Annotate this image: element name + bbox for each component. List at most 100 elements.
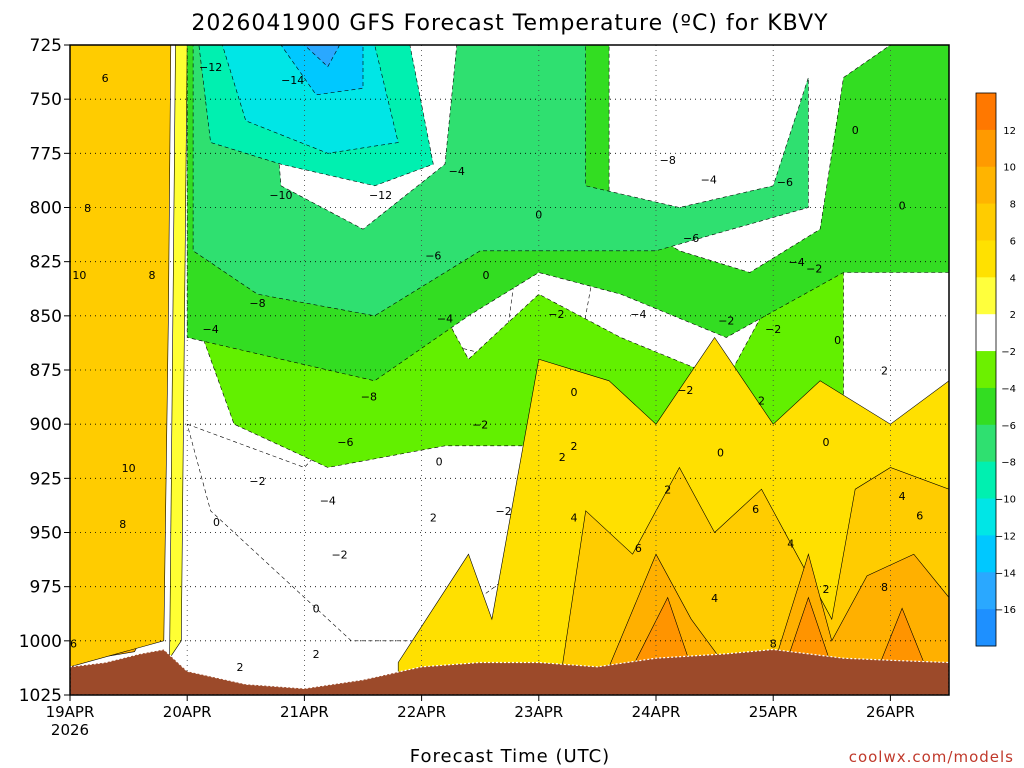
y-tick-label-2: 775 [30,144,62,164]
contour-label-56: 4 [787,538,794,551]
contour-label-47: −4 [789,256,805,269]
contour-label-39: −6 [683,232,699,245]
contour-label-57: 2 [822,583,829,596]
colorbar-swatch-3 [976,203,996,241]
colorbar-label-11: −12 [995,531,1016,542]
colorbar-label-2: 8 [1010,200,1016,211]
contour-label-51: 0 [899,200,906,213]
x-tick-label-5: 24APR [632,703,681,721]
contour-label-27: 0 [436,455,443,468]
y-tick-label-5: 850 [30,307,62,327]
contour-label-15: −4 [320,494,336,507]
contour-label-16: −2 [331,549,347,562]
contour-label-52: 0 [834,334,841,347]
contour-label-18: 0 [213,516,220,529]
contour-label-19: 0 [313,603,320,616]
contour-label-32: 2 [559,451,566,464]
y-tick-label-12: 1025 [19,686,62,706]
contour-label-42: 0 [717,447,724,460]
contour-label-37: −8 [660,154,676,167]
contour-label-2: 10 [72,269,86,282]
fill-region-2 [70,45,172,668]
y-tick-label-11: 1000 [19,632,62,652]
contour-label-12: −4 [203,323,219,336]
y-tick-label-6: 875 [30,361,62,381]
colorbar-label-5: 2 [1010,310,1016,321]
colorbar-swatch-9 [976,424,996,463]
contour-label-14: −6 [337,436,353,449]
contour-label-35: 0 [570,386,577,399]
contour-label-29: 0 [535,208,542,221]
terrain [70,648,949,695]
x-tick-label-3: 22APR [397,703,446,721]
contour-label-43: 2 [664,484,671,497]
colorbar-frame [975,92,997,647]
colorbar-swatch-10 [976,461,996,500]
fill-region-10 [280,45,364,96]
colorbar-swatch-0 [976,93,996,131]
fill-region-7 [192,45,809,317]
colorbar-swatch-2 [976,166,996,205]
x-tick-label-1: 20APR [163,703,212,721]
contour-label-20: 2 [236,661,243,674]
colorbar-label-13: −16 [995,605,1016,616]
fill-region-11 [303,45,340,68]
contour-label-21: 2 [313,648,320,661]
x-tick-label-6: 25APR [749,703,798,721]
contour-label-0: 6 [102,72,109,85]
contour-label-5: 8 [119,518,126,531]
y-tick-label-8: 925 [30,469,62,489]
contour-label-8: −14 [281,74,304,87]
colorbar-swatch-6 [976,314,996,352]
colorbar-swatch-7 [976,351,996,389]
fill-region-3 [169,45,188,660]
grid-lines [70,45,949,695]
colorbar-swatch-4 [976,240,996,278]
y-tick-label-4: 825 [30,253,62,273]
y-axis: 725 750 775 800 825 850 875 900 925 950 975 1000 102… [19,36,70,706]
terrain-layer [70,648,949,695]
y-tick-label-1: 750 [30,90,62,110]
colorbar: 12 10 8 6 4 2 −2 −4 −6 −8 −10 −12 −14 −16 [975,92,1016,647]
colorbar-swatch-13 [976,572,996,610]
contour-label-7: −12 [199,61,222,74]
contour-label-31: −2 [548,308,564,321]
contour-label-54: 0 [822,436,829,449]
x-tick-label-7: 26APR [866,703,915,721]
colorbar-label-12: −14 [995,568,1016,579]
colorbar-label-8: −6 [1001,421,1016,432]
contour-label-10: −12 [369,189,392,202]
colorbar-swatch-5 [976,277,996,315]
contour-label-4: 10 [122,462,136,475]
contour-label-3: 8 [149,269,156,282]
contour-label-62: 8 [881,581,888,594]
colorbar-label-0: 12 [1003,126,1016,137]
colorbar-label-6: −2 [1001,347,1016,358]
y-tick-label-9: 950 [30,524,62,544]
colorbar-label-4: 4 [1010,273,1016,284]
x-tick-label-2: 21APR [280,703,329,721]
colorbar-swatch-12 [976,535,996,573]
contour-label-6: 6 [70,637,77,650]
contour-label-48: −2 [765,323,781,336]
x-axis-label: Forecast Time (UTC) [410,746,610,767]
contour-label-30: 2 [430,512,437,525]
contour-label-41: −2 [677,384,693,397]
colorbar-swatch-11 [976,498,996,536]
fill-region-14 [608,553,949,674]
contour-label-40: −2 [718,315,734,328]
colorbar-swatch-14 [976,609,996,647]
colorbar-label-7: −4 [1001,384,1016,395]
x-tick-sublabel-0: 2026 [51,721,89,739]
y-tick-label-0: 725 [30,36,62,56]
colorbar-label-3: 6 [1010,236,1016,247]
watermark: coolwx.com/models [849,748,1014,766]
contour-label-24: −4 [437,312,453,325]
contour-label-23: −6 [425,250,441,263]
y-tick-label-7: 900 [30,415,62,435]
contour-label-17: −2 [249,475,265,488]
colorbar-swatch-8 [976,387,996,426]
contour-label-61: 6 [916,510,923,523]
